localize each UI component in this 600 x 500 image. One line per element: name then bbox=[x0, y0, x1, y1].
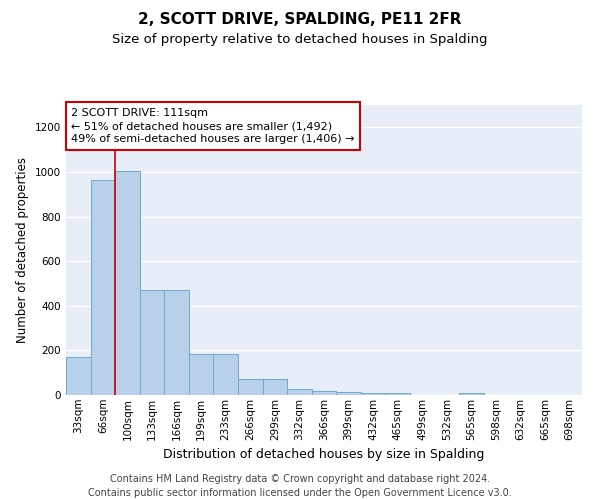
Text: Contains HM Land Registry data © Crown copyright and database right 2024.
Contai: Contains HM Land Registry data © Crown c… bbox=[88, 474, 512, 498]
Y-axis label: Number of detached properties: Number of detached properties bbox=[16, 157, 29, 343]
Bar bbox=[66, 357, 91, 395]
Text: Size of property relative to detached houses in Spalding: Size of property relative to detached ho… bbox=[112, 32, 488, 46]
Bar bbox=[91, 180, 115, 395]
Bar bbox=[385, 393, 410, 395]
Bar bbox=[214, 354, 238, 395]
Bar bbox=[238, 380, 263, 395]
Bar bbox=[287, 390, 312, 395]
X-axis label: Distribution of detached houses by size in Spalding: Distribution of detached houses by size … bbox=[163, 448, 485, 461]
Bar bbox=[361, 393, 385, 395]
Bar bbox=[336, 392, 361, 395]
Bar bbox=[312, 390, 336, 395]
Bar bbox=[140, 290, 164, 395]
Bar bbox=[164, 290, 189, 395]
Bar bbox=[263, 380, 287, 395]
Text: 2, SCOTT DRIVE, SPALDING, PE11 2FR: 2, SCOTT DRIVE, SPALDING, PE11 2FR bbox=[138, 12, 462, 28]
Bar bbox=[115, 171, 140, 395]
Bar bbox=[189, 354, 214, 395]
Text: 2 SCOTT DRIVE: 111sqm
← 51% of detached houses are smaller (1,492)
49% of semi-d: 2 SCOTT DRIVE: 111sqm ← 51% of detached … bbox=[71, 108, 355, 144]
Bar bbox=[459, 393, 484, 395]
